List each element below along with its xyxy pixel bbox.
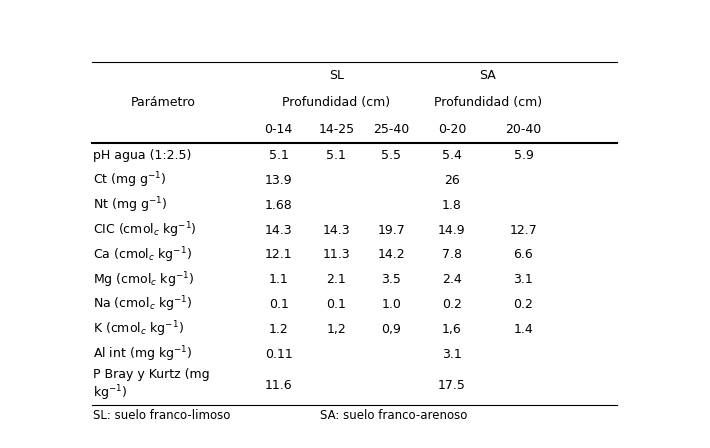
Text: SA: SA xyxy=(479,69,496,82)
Text: 1.1: 1.1 xyxy=(268,273,288,286)
Text: 7.8: 7.8 xyxy=(442,248,462,261)
Text: 2.4: 2.4 xyxy=(442,273,462,286)
Text: 1,6: 1,6 xyxy=(442,323,462,336)
Text: 1.68: 1.68 xyxy=(265,199,293,212)
Text: 0.2: 0.2 xyxy=(513,298,533,311)
Text: 19.7: 19.7 xyxy=(378,224,405,237)
Text: Nt (mg g$^{-1}$): Nt (mg g$^{-1}$) xyxy=(93,195,168,215)
Text: K (cmol$_{c}$ kg$^{-1}$): K (cmol$_{c}$ kg$^{-1}$) xyxy=(93,319,184,339)
Text: 14.9: 14.9 xyxy=(438,224,466,237)
Text: Na (cmol$_{c}$ kg$^{-1}$): Na (cmol$_{c}$ kg$^{-1}$) xyxy=(93,295,193,314)
Text: 5.1: 5.1 xyxy=(327,149,346,162)
Text: 0-20: 0-20 xyxy=(438,123,466,136)
Text: Mg (cmol$_{c}$ kg$^{-1}$): Mg (cmol$_{c}$ kg$^{-1}$) xyxy=(93,270,195,289)
Text: 0,9: 0,9 xyxy=(381,323,401,336)
Text: 25-40: 25-40 xyxy=(373,123,410,136)
Text: 14-25: 14-25 xyxy=(318,123,354,136)
Text: Parámetro: Parámetro xyxy=(131,96,195,109)
Text: 0-14: 0-14 xyxy=(264,123,293,136)
Text: 11.6: 11.6 xyxy=(265,379,293,392)
Text: Al int (mg kg$^{-1}$): Al int (mg kg$^{-1}$) xyxy=(93,345,192,364)
Text: 1.2: 1.2 xyxy=(268,323,288,336)
Text: 12.7: 12.7 xyxy=(510,224,537,237)
Text: 26: 26 xyxy=(444,174,460,187)
Text: 14.3: 14.3 xyxy=(322,224,350,237)
Text: 3.5: 3.5 xyxy=(381,273,401,286)
Text: 3.1: 3.1 xyxy=(442,348,462,361)
Text: 13.9: 13.9 xyxy=(265,174,293,187)
Text: P Bray y Kurtz (mg
kg$^{-1}$): P Bray y Kurtz (mg kg$^{-1}$) xyxy=(93,368,209,403)
Text: 6.6: 6.6 xyxy=(513,248,533,261)
Text: 3.1: 3.1 xyxy=(513,273,533,286)
Text: Ct (mg g$^{-1}$): Ct (mg g$^{-1}$) xyxy=(93,171,167,190)
Text: 20-40: 20-40 xyxy=(506,123,542,136)
Text: CIC (cmol$_{c}$ kg$^{-1}$): CIC (cmol$_{c}$ kg$^{-1}$) xyxy=(93,220,197,240)
Text: 5.1: 5.1 xyxy=(268,149,288,162)
Text: 2.1: 2.1 xyxy=(327,273,346,286)
Text: Ca (cmol$_{c}$ kg$^{-1}$): Ca (cmol$_{c}$ kg$^{-1}$) xyxy=(93,245,192,265)
Text: 5.5: 5.5 xyxy=(381,149,401,162)
Text: 1,2: 1,2 xyxy=(327,323,346,336)
Text: pH agua (1:2.5): pH agua (1:2.5) xyxy=(93,149,192,162)
Text: 5.4: 5.4 xyxy=(442,149,462,162)
Text: SL: suelo franco-limoso: SL: suelo franco-limoso xyxy=(93,409,231,422)
Text: 0.11: 0.11 xyxy=(265,348,293,361)
Text: 1.8: 1.8 xyxy=(442,199,462,212)
Text: Profundidad (cm): Profundidad (cm) xyxy=(283,96,391,109)
Text: 11.3: 11.3 xyxy=(322,248,350,261)
Text: 0.1: 0.1 xyxy=(268,298,288,311)
Text: 1.0: 1.0 xyxy=(381,298,401,311)
Text: 0.2: 0.2 xyxy=(442,298,462,311)
Text: SA: suelo franco-arenoso: SA: suelo franco-arenoso xyxy=(320,409,467,422)
Text: 5.9: 5.9 xyxy=(513,149,533,162)
Text: 12.1: 12.1 xyxy=(265,248,293,261)
Text: 17.5: 17.5 xyxy=(438,379,466,392)
Text: 14.2: 14.2 xyxy=(378,248,405,261)
Text: 0.1: 0.1 xyxy=(327,298,346,311)
Text: Profundidad (cm): Profundidad (cm) xyxy=(434,96,542,109)
Text: 1.4: 1.4 xyxy=(513,323,533,336)
Text: SL: SL xyxy=(329,69,344,82)
Text: 14.3: 14.3 xyxy=(265,224,293,237)
